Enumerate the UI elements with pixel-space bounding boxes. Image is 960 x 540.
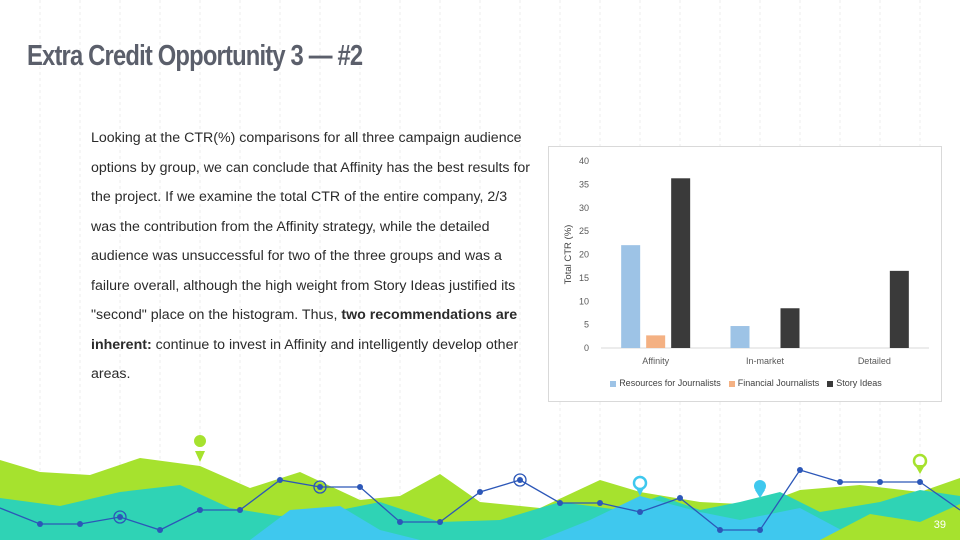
y-tick-label: 0 — [584, 343, 589, 353]
y-tick-label: 25 — [579, 226, 589, 236]
map-pin-icons — [194, 435, 928, 498]
bar — [646, 335, 666, 348]
chart-legend: Resources for Journalists Financial Journ… — [549, 378, 943, 388]
body-paragraph: Looking at the CTR(%) comparisons for al… — [91, 124, 531, 390]
bar — [671, 178, 691, 348]
lime-front — [820, 504, 960, 540]
y-tick-label: 40 — [579, 156, 589, 166]
y-tick-label: 10 — [579, 296, 589, 306]
bar — [730, 326, 750, 348]
body-text-part2: continue to invest in Affinity and intel… — [91, 336, 519, 383]
x-tick-label: Affinity — [642, 356, 669, 366]
lime-pin-icon — [194, 435, 207, 462]
legend-item: Resources for Journalists — [610, 378, 721, 388]
legend-swatch — [728, 380, 735, 387]
teal-ring-pin-icon — [632, 475, 648, 491]
page-number: 39 — [933, 519, 946, 531]
legend-item: Story Ideas — [827, 378, 882, 388]
decorative-landscape — [0, 435, 960, 540]
ctr-bar-chart: 0 5 10 15 20 25 30 35 40 Total CTR (%) Affinity In-… — [548, 146, 942, 402]
bar — [621, 245, 641, 348]
y-tick-label: 5 — [584, 320, 589, 330]
bar — [780, 308, 800, 348]
y-axis-title: Total CTR (%) — [563, 225, 574, 285]
legend-label: Resources for Journalists — [619, 378, 721, 388]
y-tick-label: 30 — [579, 203, 589, 213]
legend-item: Financial Journalists — [728, 378, 820, 388]
cyan-mountain — [250, 506, 420, 540]
legend-label: Financial Journalists — [737, 378, 820, 388]
legend-label: Story Ideas — [836, 378, 882, 388]
slide-title: Extra Credit Opportunity 3 — #2 — [27, 40, 363, 72]
y-tick-label: 20 — [579, 250, 589, 260]
bar — [889, 270, 909, 348]
body-text-bold: two recommendations are inherent: — [91, 307, 518, 353]
x-tick-label: In-market — [746, 356, 785, 366]
legend-swatch — [610, 380, 617, 387]
legend-swatch — [827, 380, 834, 387]
x-tick-label: Detailed — [858, 356, 891, 366]
chart-plot: 0 5 10 15 20 25 30 35 40 Total CTR (%) Affinity In-… — [563, 156, 929, 366]
cyan-pin-icon — [754, 480, 766, 492]
body-text-part1: Looking at the CTR(%) comparisons for al… — [91, 130, 531, 323]
y-tick-label: 35 — [579, 179, 589, 189]
y-tick-label: 15 — [579, 273, 589, 283]
